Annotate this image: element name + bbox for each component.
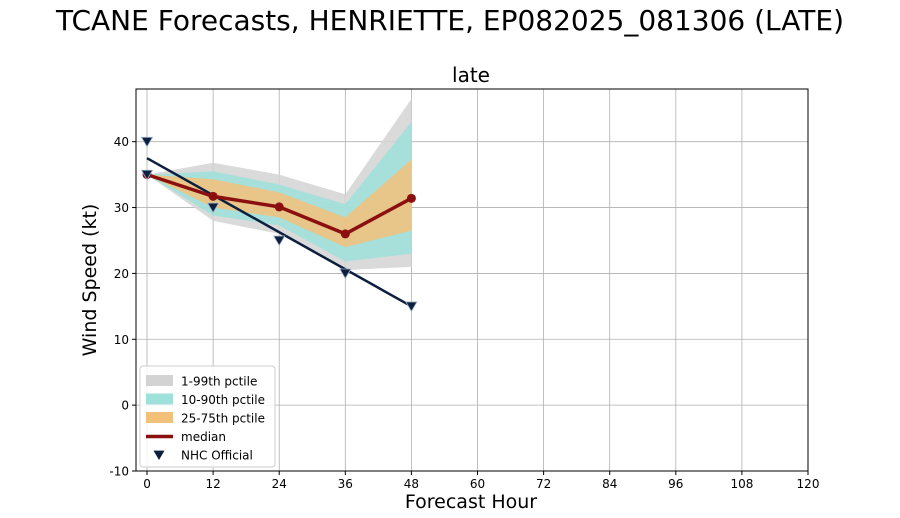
x-tick-label: 36 (338, 477, 353, 491)
x-tick-label: 48 (404, 477, 419, 491)
legend-swatch (146, 412, 173, 423)
y-axis-label: Wind Speed (kt) (79, 204, 101, 357)
x-tick-label: 12 (205, 477, 220, 491)
legend-box (139, 365, 276, 468)
x-axis-label: Forecast Hour (405, 491, 537, 513)
nhc-official-point (339, 268, 352, 280)
figure-title: TCANE Forecasts, HENRIETTE, EP082025_081… (55, 4, 844, 37)
x-tick-label: 72 (536, 477, 551, 491)
y-tick-label: 40 (114, 135, 129, 149)
chart-title: late (452, 63, 490, 87)
nhc-official-point (206, 202, 220, 214)
x-tick-label: 60 (470, 477, 485, 491)
x-tick-label: 0 (143, 477, 151, 491)
x-tick-label: 24 (272, 477, 287, 491)
nhc-official-point (405, 301, 418, 313)
legend-label: median (181, 430, 226, 444)
series-layer (140, 136, 418, 313)
legend-marker (153, 450, 165, 460)
y-tick-label: 30 (114, 201, 129, 215)
x-tick-label: 108 (730, 477, 753, 491)
y-tick-label: 0 (121, 399, 129, 413)
legend-swatch (146, 375, 173, 386)
x-tick-label: 96 (668, 477, 683, 491)
nhc-official-point (140, 169, 154, 181)
median-point (406, 193, 416, 203)
x-tick-label: 84 (602, 477, 617, 491)
y-tick-label: 20 (114, 267, 129, 281)
legend-label: 1-99th pctile (181, 375, 257, 389)
y-tick-label: 10 (114, 333, 129, 347)
legend: 1-99th pctile 10-90th pctile 25-75th pctil… (139, 365, 276, 468)
nhc-official-point (273, 235, 286, 247)
median-point (208, 191, 218, 201)
x-tick-label: 120 (797, 477, 820, 491)
legend-label: 10-90th pctile (181, 393, 265, 407)
legend-swatch (146, 393, 173, 405)
legend-label: 25-75th pctile (181, 412, 265, 426)
nhc-official-point (140, 136, 154, 148)
median-point (274, 202, 284, 212)
official-trend-line (146, 157, 413, 308)
median-point (340, 229, 350, 239)
legend-label: NHC Official (181, 449, 253, 463)
plot-frame (135, 88, 809, 472)
y-tick-label: -10 (109, 465, 129, 479)
axis-ticks: 0 12 24 36 48 60 72 84 96 108 120 -10 0 10 20 30 40 (109, 135, 819, 491)
